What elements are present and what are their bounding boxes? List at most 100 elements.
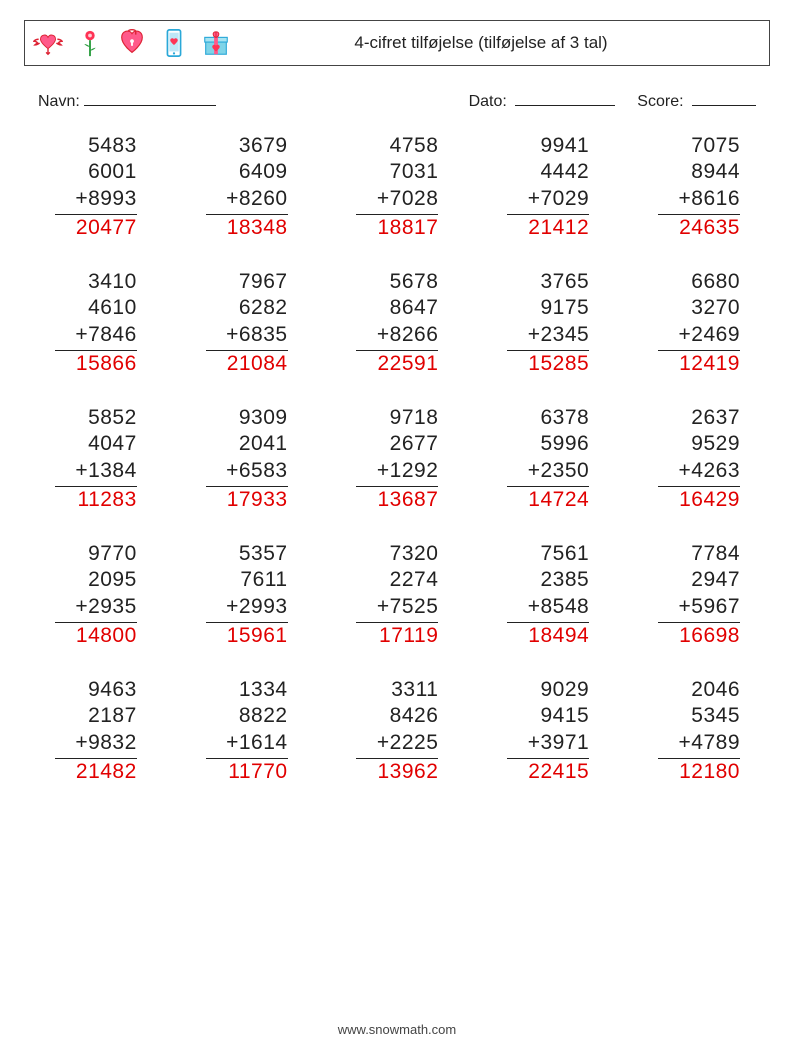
addition-problem: 97182677+129213687 [332,405,463,513]
operand-2: 7031 [390,159,439,185]
answer: 21482 [76,759,137,785]
addition-problem: 58524047+138411283 [30,405,161,513]
operand-2: 9529 [691,431,740,457]
operand-1: 5678 [390,269,439,295]
operand-3: +8993 [55,186,137,215]
addition-problem: 37659175+234515285 [482,269,613,377]
date-blank[interactable] [515,92,615,106]
addition-problem: 54836001+899320477 [30,133,161,241]
answer: 21084 [227,351,288,377]
operand-2: 7611 [240,567,287,593]
addition-problem: 13348822+161411770 [181,677,312,785]
footer-text: www.snowmath.com [338,1022,456,1037]
operand-2: 6409 [239,159,288,185]
addition-problem: 97702095+293514800 [30,541,161,649]
addition-problem: 94632187+983221482 [30,677,161,785]
operand-3: +9832 [55,730,137,759]
answer: 15866 [76,351,137,377]
operand-3: +2469 [658,322,740,351]
operand-3: +8616 [658,186,740,215]
answer: 18348 [227,215,288,241]
operand-1: 9941 [540,133,589,159]
operand-2: 2947 [691,567,740,593]
operand-2: 6282 [239,295,288,321]
operand-2: 2274 [390,567,439,593]
operand-1: 6378 [540,405,589,431]
operand-3: +8260 [206,186,288,215]
operand-2: 8426 [390,703,439,729]
operand-3: +2935 [55,594,137,623]
operand-3: +6835 [206,322,288,351]
answer: 20477 [76,215,137,241]
addition-problem: 53577611+299315961 [181,541,312,649]
addition-problem: 75612385+854818494 [482,541,613,649]
footer: www.snowmath.com [0,1022,794,1037]
operand-3: +7029 [507,186,589,215]
header-bar: 4-cifret tilføjelse (tilføjelse af 3 tal… [24,20,770,66]
operand-1: 9029 [540,677,589,703]
answer: 14800 [76,623,137,649]
worksheet-title: 4-cifret tilføjelse (tilføjelse af 3 tal… [231,33,761,53]
operand-1: 7784 [691,541,740,567]
operand-1: 7320 [390,541,439,567]
operand-2: 4610 [88,295,137,321]
operand-3: +4263 [658,458,740,487]
operand-1: 7561 [540,541,589,567]
operand-2: 6001 [88,159,137,185]
operand-3: +7028 [356,186,438,215]
operand-3: +6583 [206,458,288,487]
answer: 18494 [528,623,589,649]
addition-problem: 33118426+222513962 [332,677,463,785]
operand-3: +1292 [356,458,438,487]
problems-grid: 54836001+89932047736796409+8260183484758… [24,133,770,785]
addition-problem: 36796409+826018348 [181,133,312,241]
operand-2: 2385 [540,567,589,593]
addition-problem: 34104610+784615866 [30,269,161,377]
operand-1: 5357 [239,541,288,567]
answer: 15961 [227,623,288,649]
answer: 17933 [227,487,288,513]
operand-2: 9175 [540,295,589,321]
heart-lock-icon [117,28,147,58]
rose-icon [75,28,105,58]
addition-problem: 20465345+478912180 [633,677,764,785]
score-label: Score: [637,93,683,110]
answer: 22415 [528,759,589,785]
addition-problem: 47587031+702818817 [332,133,463,241]
operand-2: 2041 [239,431,288,457]
operand-1: 9770 [88,541,137,567]
answer: 16698 [679,623,740,649]
score-blank[interactable] [692,92,756,106]
operand-1: 1334 [239,677,288,703]
operand-1: 7967 [239,269,288,295]
meta-row: Navn: Dato: Score: [38,92,756,111]
operand-2: 9415 [540,703,589,729]
operand-1: 6680 [691,269,740,295]
answer: 11283 [77,487,136,513]
operand-2: 3270 [691,295,740,321]
addition-problem: 77842947+596716698 [633,541,764,649]
operand-1: 3311 [391,677,438,703]
operand-1: 7075 [691,133,740,159]
operand-3: +1614 [206,730,288,759]
date-label: Dato: [469,93,507,110]
answer: 14724 [528,487,589,513]
addition-problem: 66803270+246912419 [633,269,764,377]
operand-3: +2345 [507,322,589,351]
answer: 11770 [228,759,287,785]
answer: 12180 [679,759,740,785]
operand-1: 5483 [88,133,137,159]
operand-3: +4789 [658,730,740,759]
name-blank[interactable] [84,92,216,106]
operand-2: 4442 [540,159,589,185]
operand-2: 2677 [390,431,439,457]
operand-1: 2046 [691,677,740,703]
header-icons [33,28,231,58]
operand-1: 3410 [88,269,137,295]
operand-2: 5345 [691,703,740,729]
operand-3: +7525 [356,594,438,623]
operand-2: 4047 [88,431,137,457]
phone-heart-icon [159,28,189,58]
answer: 18817 [377,215,438,241]
answer: 12419 [679,351,740,377]
